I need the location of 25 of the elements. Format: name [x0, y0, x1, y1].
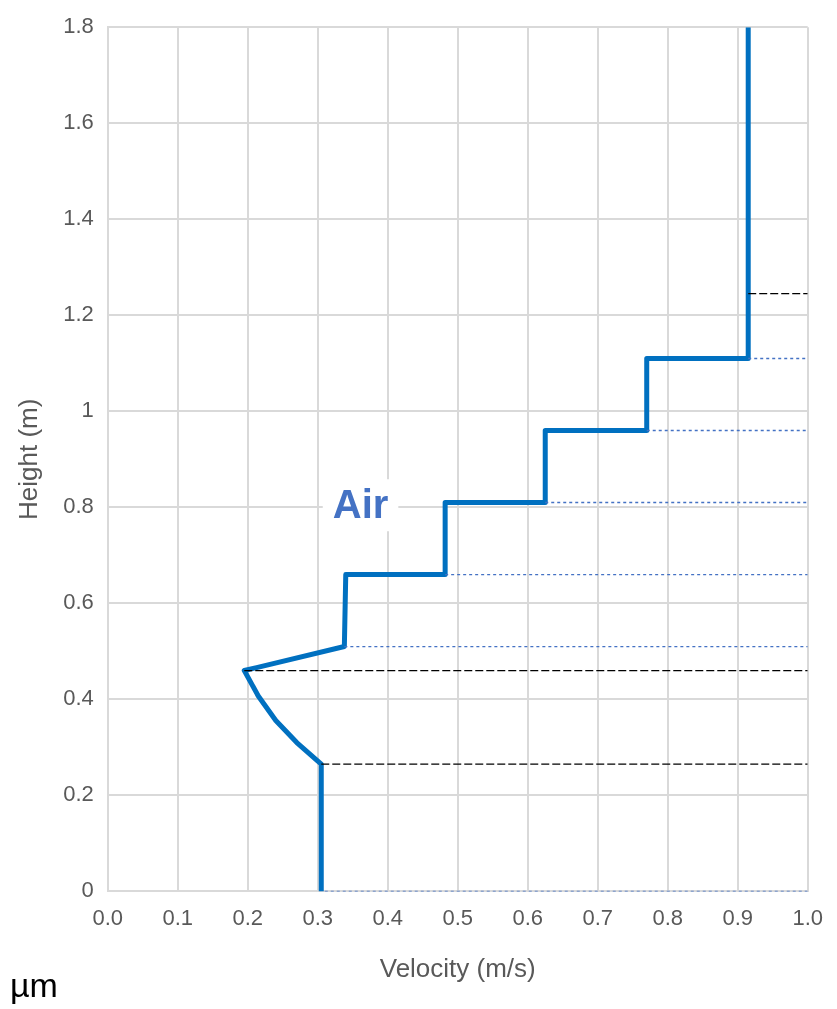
x-tick-label: 0.6 — [512, 904, 544, 930]
y-tick-label: 1.6 — [63, 109, 94, 135]
x-tick-label: 0.0 — [92, 904, 124, 930]
x-tick-label: 0.4 — [372, 904, 404, 930]
x-tick-label: 0.5 — [442, 904, 474, 930]
x-tick-label: 0.3 — [302, 904, 334, 930]
annotation: Air — [332, 482, 389, 527]
y-tick-label: 0.4 — [63, 685, 94, 711]
x-tick-label: 0.7 — [582, 904, 614, 930]
text: µm — [10, 966, 58, 1005]
x-tick-label: 0.9 — [722, 904, 754, 930]
y-tick-label: 0.8 — [63, 493, 94, 519]
x-tick-label: 0.8 — [652, 904, 684, 930]
x-tick-label: 0.2 — [232, 904, 264, 930]
y-tick-label: 1 — [81, 397, 94, 423]
y-axis-title: Height (m) — [12, 398, 43, 520]
y-tick-label: 1.4 — [63, 205, 94, 231]
y-tick-label: 0 — [81, 877, 94, 903]
x-tick-label: 0.1 — [162, 904, 194, 930]
y-tick-label: 1.2 — [63, 301, 94, 327]
x-axis-title: Velocity (m/s) — [379, 952, 536, 983]
y-tick-label: 0.6 — [63, 589, 94, 615]
x-tick-label: 1.0 — [792, 904, 824, 930]
y-tick-label: 0.2 — [63, 781, 94, 807]
y-tick-label: 1.8 — [63, 13, 94, 39]
